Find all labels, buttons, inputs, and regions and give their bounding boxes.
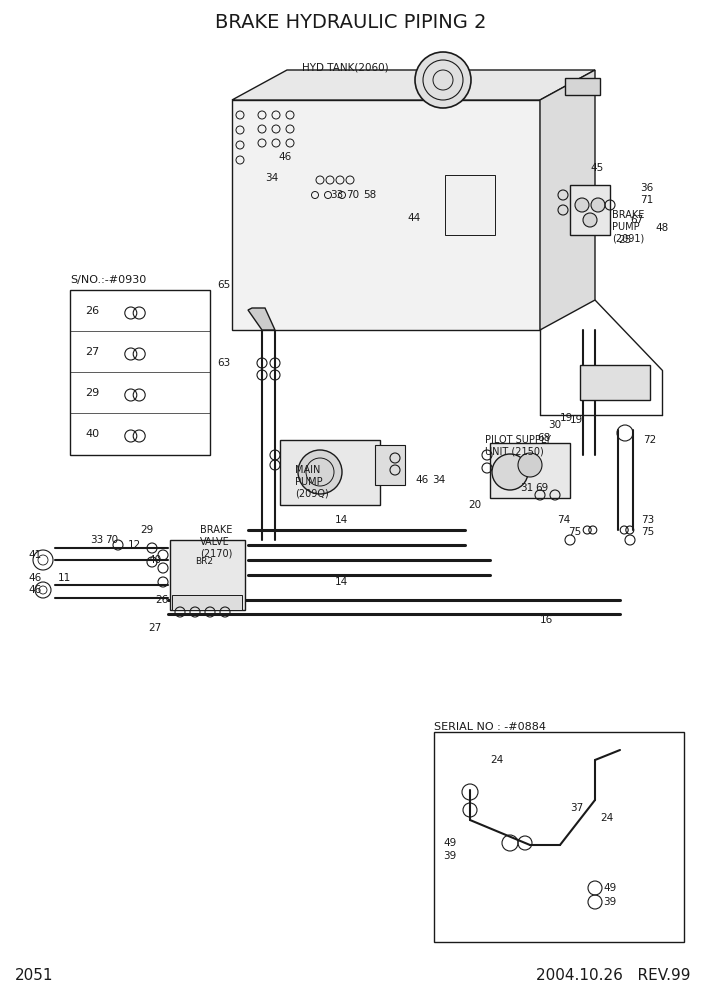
Text: 33: 33	[90, 535, 103, 545]
Bar	[434, 732, 684, 942]
Text: PILOT SUPPLY
UNIT (2150): PILOT SUPPLY UNIT (2150)	[485, 435, 551, 456]
Bar	[70, 290, 210, 455]
Text: 75: 75	[641, 527, 654, 537]
Text: 48: 48	[655, 223, 668, 233]
Text: 65: 65	[217, 280, 230, 290]
Circle shape	[518, 453, 542, 477]
Text: 70: 70	[346, 190, 359, 200]
Circle shape	[575, 198, 589, 212]
Text: 39: 39	[603, 897, 616, 907]
Circle shape	[583, 213, 597, 227]
Text: 27: 27	[85, 347, 99, 357]
Text: 11: 11	[58, 573, 71, 583]
Text: 29: 29	[140, 525, 153, 535]
Text: 58: 58	[363, 190, 376, 200]
Circle shape	[298, 450, 342, 494]
Text: 46: 46	[28, 585, 41, 595]
Text: 70: 70	[105, 535, 118, 545]
Text: 19: 19	[560, 413, 574, 423]
Text: 16: 16	[540, 615, 553, 625]
Bar	[490, 443, 570, 498]
Text: HYD TANK(2060): HYD TANK(2060)	[302, 63, 388, 73]
Text: 72: 72	[643, 435, 656, 445]
Circle shape	[492, 454, 528, 490]
Circle shape	[415, 52, 471, 108]
Text: 49: 49	[443, 838, 456, 848]
Polygon shape	[232, 100, 540, 330]
Text: 26: 26	[155, 595, 168, 605]
Text: 39: 39	[443, 851, 456, 861]
Text: S/NO.:-#0930: S/NO.:-#0930	[70, 275, 146, 285]
Polygon shape	[565, 78, 600, 95]
Bar	[172, 595, 242, 610]
Text: 41: 41	[28, 550, 41, 560]
Text: 74: 74	[557, 515, 570, 525]
Text: 67: 67	[630, 215, 643, 225]
Text: 30: 30	[548, 420, 561, 430]
Text: 75: 75	[568, 527, 581, 537]
Text: BR2: BR2	[195, 558, 213, 566]
Text: 2004.10.26   REV.99: 2004.10.26 REV.99	[536, 967, 690, 982]
Bar	[570, 185, 610, 235]
Bar	[375, 445, 405, 485]
Text: BRAKE HYDRAULIC PIPING 2: BRAKE HYDRAULIC PIPING 2	[216, 13, 486, 32]
Text: 14: 14	[335, 515, 348, 525]
Text: 46: 46	[278, 152, 291, 162]
Text: MAIN
PUMP
(209Q): MAIN PUMP (209Q)	[295, 465, 329, 498]
Text: 20: 20	[468, 500, 481, 510]
Text: 36: 36	[640, 183, 654, 193]
Text: 29: 29	[85, 388, 99, 398]
Text: 24: 24	[600, 813, 614, 823]
Text: 26: 26	[85, 306, 99, 316]
Text: 68: 68	[537, 433, 550, 443]
Text: 27: 27	[148, 623, 161, 633]
Bar	[170, 540, 245, 610]
Text: 33: 33	[330, 190, 343, 200]
Text: 46: 46	[415, 475, 428, 485]
Polygon shape	[580, 365, 650, 400]
Text: 71: 71	[640, 195, 654, 205]
Bar	[445, 175, 495, 235]
Text: 69: 69	[535, 483, 548, 493]
Circle shape	[591, 198, 605, 212]
Text: 25: 25	[618, 235, 631, 245]
Text: 2051: 2051	[15, 967, 53, 982]
Text: 46: 46	[28, 573, 41, 583]
Text: 14: 14	[335, 577, 348, 587]
Text: 34: 34	[265, 173, 278, 183]
Text: 24: 24	[490, 755, 503, 765]
Text: 40: 40	[148, 555, 161, 565]
Polygon shape	[248, 308, 275, 330]
Text: 19: 19	[570, 415, 583, 425]
Polygon shape	[232, 70, 595, 100]
Text: 34: 34	[432, 475, 445, 485]
Polygon shape	[540, 70, 595, 330]
Text: 12: 12	[128, 540, 141, 550]
Text: 63: 63	[217, 358, 230, 368]
Text: 44: 44	[407, 213, 420, 223]
Bar	[280, 440, 380, 505]
Text: 49: 49	[603, 883, 616, 893]
Text: BRAKE
VALVE
(2170): BRAKE VALVE (2170)	[200, 525, 232, 558]
Text: BRAKE
PUMP
(2091): BRAKE PUMP (2091)	[612, 210, 644, 243]
Text: 37: 37	[570, 803, 583, 813]
Text: 73: 73	[641, 515, 654, 525]
Text: SERIAL NO : -#0884: SERIAL NO : -#0884	[434, 722, 546, 732]
Text: 45: 45	[590, 163, 603, 173]
Text: 31: 31	[520, 483, 534, 493]
Text: 40: 40	[85, 429, 99, 439]
